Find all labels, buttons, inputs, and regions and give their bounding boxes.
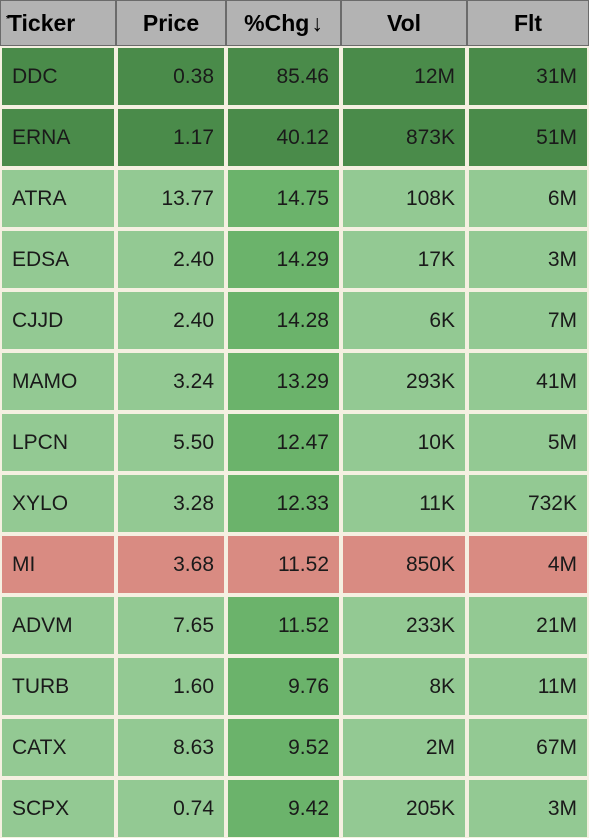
cell-price: 8.63 xyxy=(116,717,226,778)
cell-ticker: ATRA xyxy=(0,168,116,229)
cell-chg: 14.29 xyxy=(226,229,341,290)
cell-ticker: SCPX xyxy=(0,778,116,838)
cell-flt: 67M xyxy=(467,717,589,778)
cell-price: 3.24 xyxy=(116,351,226,412)
cell-flt: 7M xyxy=(467,290,589,351)
cell-price: 2.40 xyxy=(116,229,226,290)
table-row[interactable]: TURB1.609.768K11M xyxy=(0,656,589,717)
cell-vol: 11K xyxy=(341,473,467,534)
table-row[interactable]: EDSA2.4014.2917K3M xyxy=(0,229,589,290)
cell-flt: 3M xyxy=(467,778,589,838)
stock-screener-table: *Ticker Price %Chg↓ Vol Flt DDC0.3885.46… xyxy=(0,0,589,838)
header-row: *Ticker Price %Chg↓ Vol Flt xyxy=(0,0,589,46)
cell-chg: 85.46 xyxy=(226,46,341,107)
cell-flt: 31M xyxy=(467,46,589,107)
table-row[interactable]: MI3.6811.52850K4M xyxy=(0,534,589,595)
table-row[interactable]: MAMO3.2413.29293K41M xyxy=(0,351,589,412)
cell-price: 2.40 xyxy=(116,290,226,351)
cell-vol: 2M xyxy=(341,717,467,778)
cell-flt: 6M xyxy=(467,168,589,229)
cell-price: 13.77 xyxy=(116,168,226,229)
table-row[interactable]: ADVM7.6511.52233K21M xyxy=(0,595,589,656)
cell-flt: 4M xyxy=(467,534,589,595)
table-row[interactable]: CATX8.639.522M67M xyxy=(0,717,589,778)
sort-down-icon: ↓ xyxy=(311,10,323,37)
table-body: DDC0.3885.4612M31MERNA1.1740.12873K51MAT… xyxy=(0,46,589,838)
cell-vol: 17K xyxy=(341,229,467,290)
cell-flt: 732K xyxy=(467,473,589,534)
cell-ticker: LPCN xyxy=(0,412,116,473)
cell-chg: 9.42 xyxy=(226,778,341,838)
cell-vol: 850K xyxy=(341,534,467,595)
cell-ticker: ADVM xyxy=(0,595,116,656)
table-row[interactable]: ATRA13.7714.75108K6M xyxy=(0,168,589,229)
cell-price: 0.38 xyxy=(116,46,226,107)
header-ticker-label: Ticker xyxy=(8,10,75,36)
cell-ticker: MAMO xyxy=(0,351,116,412)
cell-vol: 293K xyxy=(341,351,467,412)
table-row[interactable]: XYLO3.2812.3311K732K xyxy=(0,473,589,534)
cell-chg: 14.28 xyxy=(226,290,341,351)
cell-ticker: XYLO xyxy=(0,473,116,534)
cell-chg: 12.47 xyxy=(226,412,341,473)
cell-price: 5.50 xyxy=(116,412,226,473)
header-pct-chg[interactable]: %Chg↓ xyxy=(226,0,341,46)
cell-flt: 41M xyxy=(467,351,589,412)
cell-price: 0.74 xyxy=(116,778,226,838)
header-chg-label: %Chg xyxy=(244,10,309,36)
cell-ticker: TURB xyxy=(0,656,116,717)
header-vol-label: Vol xyxy=(387,10,421,36)
cell-vol: 233K xyxy=(341,595,467,656)
table-row[interactable]: SCPX0.749.42205K3M xyxy=(0,778,589,838)
cell-flt: 21M xyxy=(467,595,589,656)
cell-chg: 12.33 xyxy=(226,473,341,534)
cell-price: 3.68 xyxy=(116,534,226,595)
header-ticker[interactable]: *Ticker xyxy=(0,0,116,46)
cell-flt: 51M xyxy=(467,107,589,168)
table-row[interactable]: DDC0.3885.4612M31M xyxy=(0,46,589,107)
cell-chg: 11.52 xyxy=(226,595,341,656)
header-vol[interactable]: Vol xyxy=(341,0,467,46)
cell-price: 1.60 xyxy=(116,656,226,717)
header-price[interactable]: Price xyxy=(116,0,226,46)
cell-flt: 5M xyxy=(467,412,589,473)
cell-price: 3.28 xyxy=(116,473,226,534)
cell-vol: 8K xyxy=(341,656,467,717)
table-row[interactable]: CJJD2.4014.286K7M xyxy=(0,290,589,351)
cell-chg: 13.29 xyxy=(226,351,341,412)
cell-vol: 108K xyxy=(341,168,467,229)
cell-ticker: EDSA xyxy=(0,229,116,290)
cell-ticker: CJJD xyxy=(0,290,116,351)
cell-ticker: CATX xyxy=(0,717,116,778)
cell-chg: 9.52 xyxy=(226,717,341,778)
cell-chg: 9.76 xyxy=(226,656,341,717)
table-row[interactable]: ERNA1.1740.12873K51M xyxy=(0,107,589,168)
cell-chg: 11.52 xyxy=(226,534,341,595)
cell-chg: 14.75 xyxy=(226,168,341,229)
cell-price: 1.17 xyxy=(116,107,226,168)
cell-ticker: ERNA xyxy=(0,107,116,168)
cell-ticker: DDC xyxy=(0,46,116,107)
cell-vol: 12M xyxy=(341,46,467,107)
cell-vol: 6K xyxy=(341,290,467,351)
header-price-label: Price xyxy=(143,10,199,36)
cell-chg: 40.12 xyxy=(226,107,341,168)
header-flt[interactable]: Flt xyxy=(467,0,589,46)
cell-flt: 3M xyxy=(467,229,589,290)
cell-ticker: MI xyxy=(0,534,116,595)
cell-vol: 205K xyxy=(341,778,467,838)
cell-vol: 10K xyxy=(341,412,467,473)
cell-price: 7.65 xyxy=(116,595,226,656)
cell-vol: 873K xyxy=(341,107,467,168)
header-flt-label: Flt xyxy=(514,10,542,36)
table-row[interactable]: LPCN5.5012.4710K5M xyxy=(0,412,589,473)
cell-flt: 11M xyxy=(467,656,589,717)
